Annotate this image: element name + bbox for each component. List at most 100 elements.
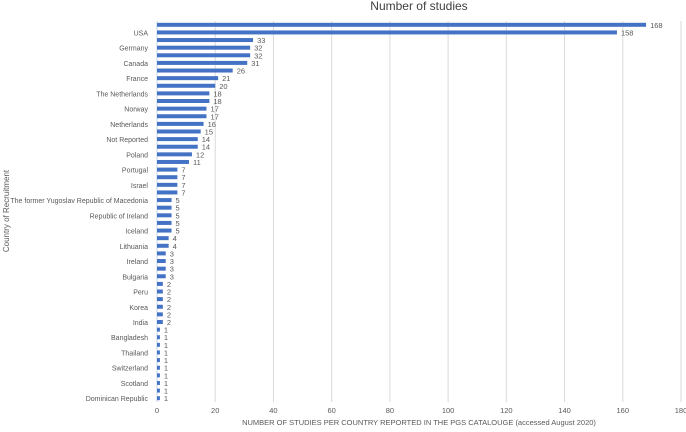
bar xyxy=(157,30,617,35)
bar xyxy=(157,205,172,210)
data-label: 31 xyxy=(251,59,259,68)
category-label: Canada xyxy=(123,61,148,68)
data-label: 11 xyxy=(193,158,201,167)
x-tick-label: 140 xyxy=(558,406,571,415)
data-label: 4 xyxy=(173,242,177,251)
category-label: Poland xyxy=(126,152,148,159)
category-label: Bangladesh xyxy=(111,335,148,342)
data-label: 7 xyxy=(181,188,185,197)
bar xyxy=(157,335,160,340)
bar xyxy=(157,319,163,324)
data-label: 1 xyxy=(164,348,168,357)
bar xyxy=(157,396,160,401)
bar xyxy=(157,251,166,256)
data-label: 32 xyxy=(254,51,262,60)
data-label: 7 xyxy=(181,173,185,182)
data-label: 1 xyxy=(164,341,168,350)
bar xyxy=(157,198,172,203)
category-label: France xyxy=(126,76,148,83)
data-label: 3 xyxy=(170,272,174,281)
data-label: 158 xyxy=(621,28,634,37)
bar xyxy=(157,236,169,241)
bar xyxy=(157,53,251,58)
bar xyxy=(157,213,172,218)
bar xyxy=(157,274,166,279)
bar xyxy=(157,60,248,65)
data-label: 3 xyxy=(170,265,174,274)
data-label: 1 xyxy=(164,326,168,335)
y-axis-label: Country of Recruitment xyxy=(2,169,11,252)
data-label: 26 xyxy=(237,67,245,76)
bar xyxy=(157,159,190,164)
category-label: The former Yugoslav Republic of Macedoni… xyxy=(10,198,148,205)
bar xyxy=(157,167,178,172)
category-label: Republic of Ireland xyxy=(90,213,148,220)
data-label: 1 xyxy=(164,394,168,403)
data-label: 4 xyxy=(173,234,177,243)
bar xyxy=(157,342,160,347)
data-label: 18 xyxy=(213,89,221,98)
x-tick-label: 20 xyxy=(211,406,219,415)
bar xyxy=(157,281,163,286)
data-label: 20 xyxy=(219,82,227,91)
bar xyxy=(157,228,172,233)
bar xyxy=(157,380,160,385)
data-label: 1 xyxy=(164,371,168,380)
category-label: Portugal xyxy=(122,168,149,175)
bar xyxy=(157,297,163,302)
x-tick-label: 120 xyxy=(500,406,513,415)
category-label: Iceland xyxy=(125,229,148,236)
bar xyxy=(157,99,210,104)
data-label: 17 xyxy=(210,112,218,121)
bar xyxy=(157,365,160,370)
data-label: 5 xyxy=(176,204,180,213)
bar xyxy=(157,68,233,73)
bar xyxy=(157,327,160,332)
bar xyxy=(157,259,166,264)
bar xyxy=(157,350,160,355)
bar xyxy=(157,129,201,134)
bar xyxy=(157,312,163,317)
data-label: 7 xyxy=(181,166,185,175)
category-label: Not Reported xyxy=(106,137,148,144)
data-label: 14 xyxy=(202,143,210,152)
data-label: 7 xyxy=(181,181,185,190)
data-label: 5 xyxy=(176,211,180,220)
category-label: Germany xyxy=(119,46,148,53)
bar xyxy=(157,289,163,294)
x-tick-label: 180 xyxy=(675,406,686,415)
bar xyxy=(157,175,178,180)
data-label: 21 xyxy=(222,74,230,83)
data-label: 12 xyxy=(196,150,204,159)
bar xyxy=(157,373,160,378)
data-label: 2 xyxy=(167,295,171,304)
category-label: India xyxy=(133,320,148,327)
bar xyxy=(157,266,166,271)
data-label: 14 xyxy=(202,135,210,144)
data-label: 3 xyxy=(170,257,174,266)
category-label: Netherlands xyxy=(110,122,148,129)
bar xyxy=(157,152,192,157)
chart-title: Number of studies xyxy=(370,0,467,13)
data-label: 2 xyxy=(167,280,171,289)
x-tick-label: 40 xyxy=(269,406,277,415)
category-label: USA xyxy=(134,30,149,37)
data-label: 1 xyxy=(164,364,168,373)
bar xyxy=(157,22,647,27)
data-label: 5 xyxy=(176,219,180,228)
bar xyxy=(157,182,178,187)
bar xyxy=(157,220,172,225)
data-label: 5 xyxy=(176,196,180,205)
category-label: Norway xyxy=(124,107,148,114)
x-tick-label: 60 xyxy=(327,406,335,415)
category-label: Israel xyxy=(131,183,149,190)
category-label: Switzerland xyxy=(112,366,148,373)
bar xyxy=(157,121,204,126)
bar xyxy=(157,137,198,142)
category-label: Dominican Republic xyxy=(86,396,149,403)
data-label: 2 xyxy=(167,288,171,297)
data-label: 2 xyxy=(167,318,171,327)
category-label: Bulgaria xyxy=(122,274,148,281)
x-tick-label: 80 xyxy=(386,406,394,415)
